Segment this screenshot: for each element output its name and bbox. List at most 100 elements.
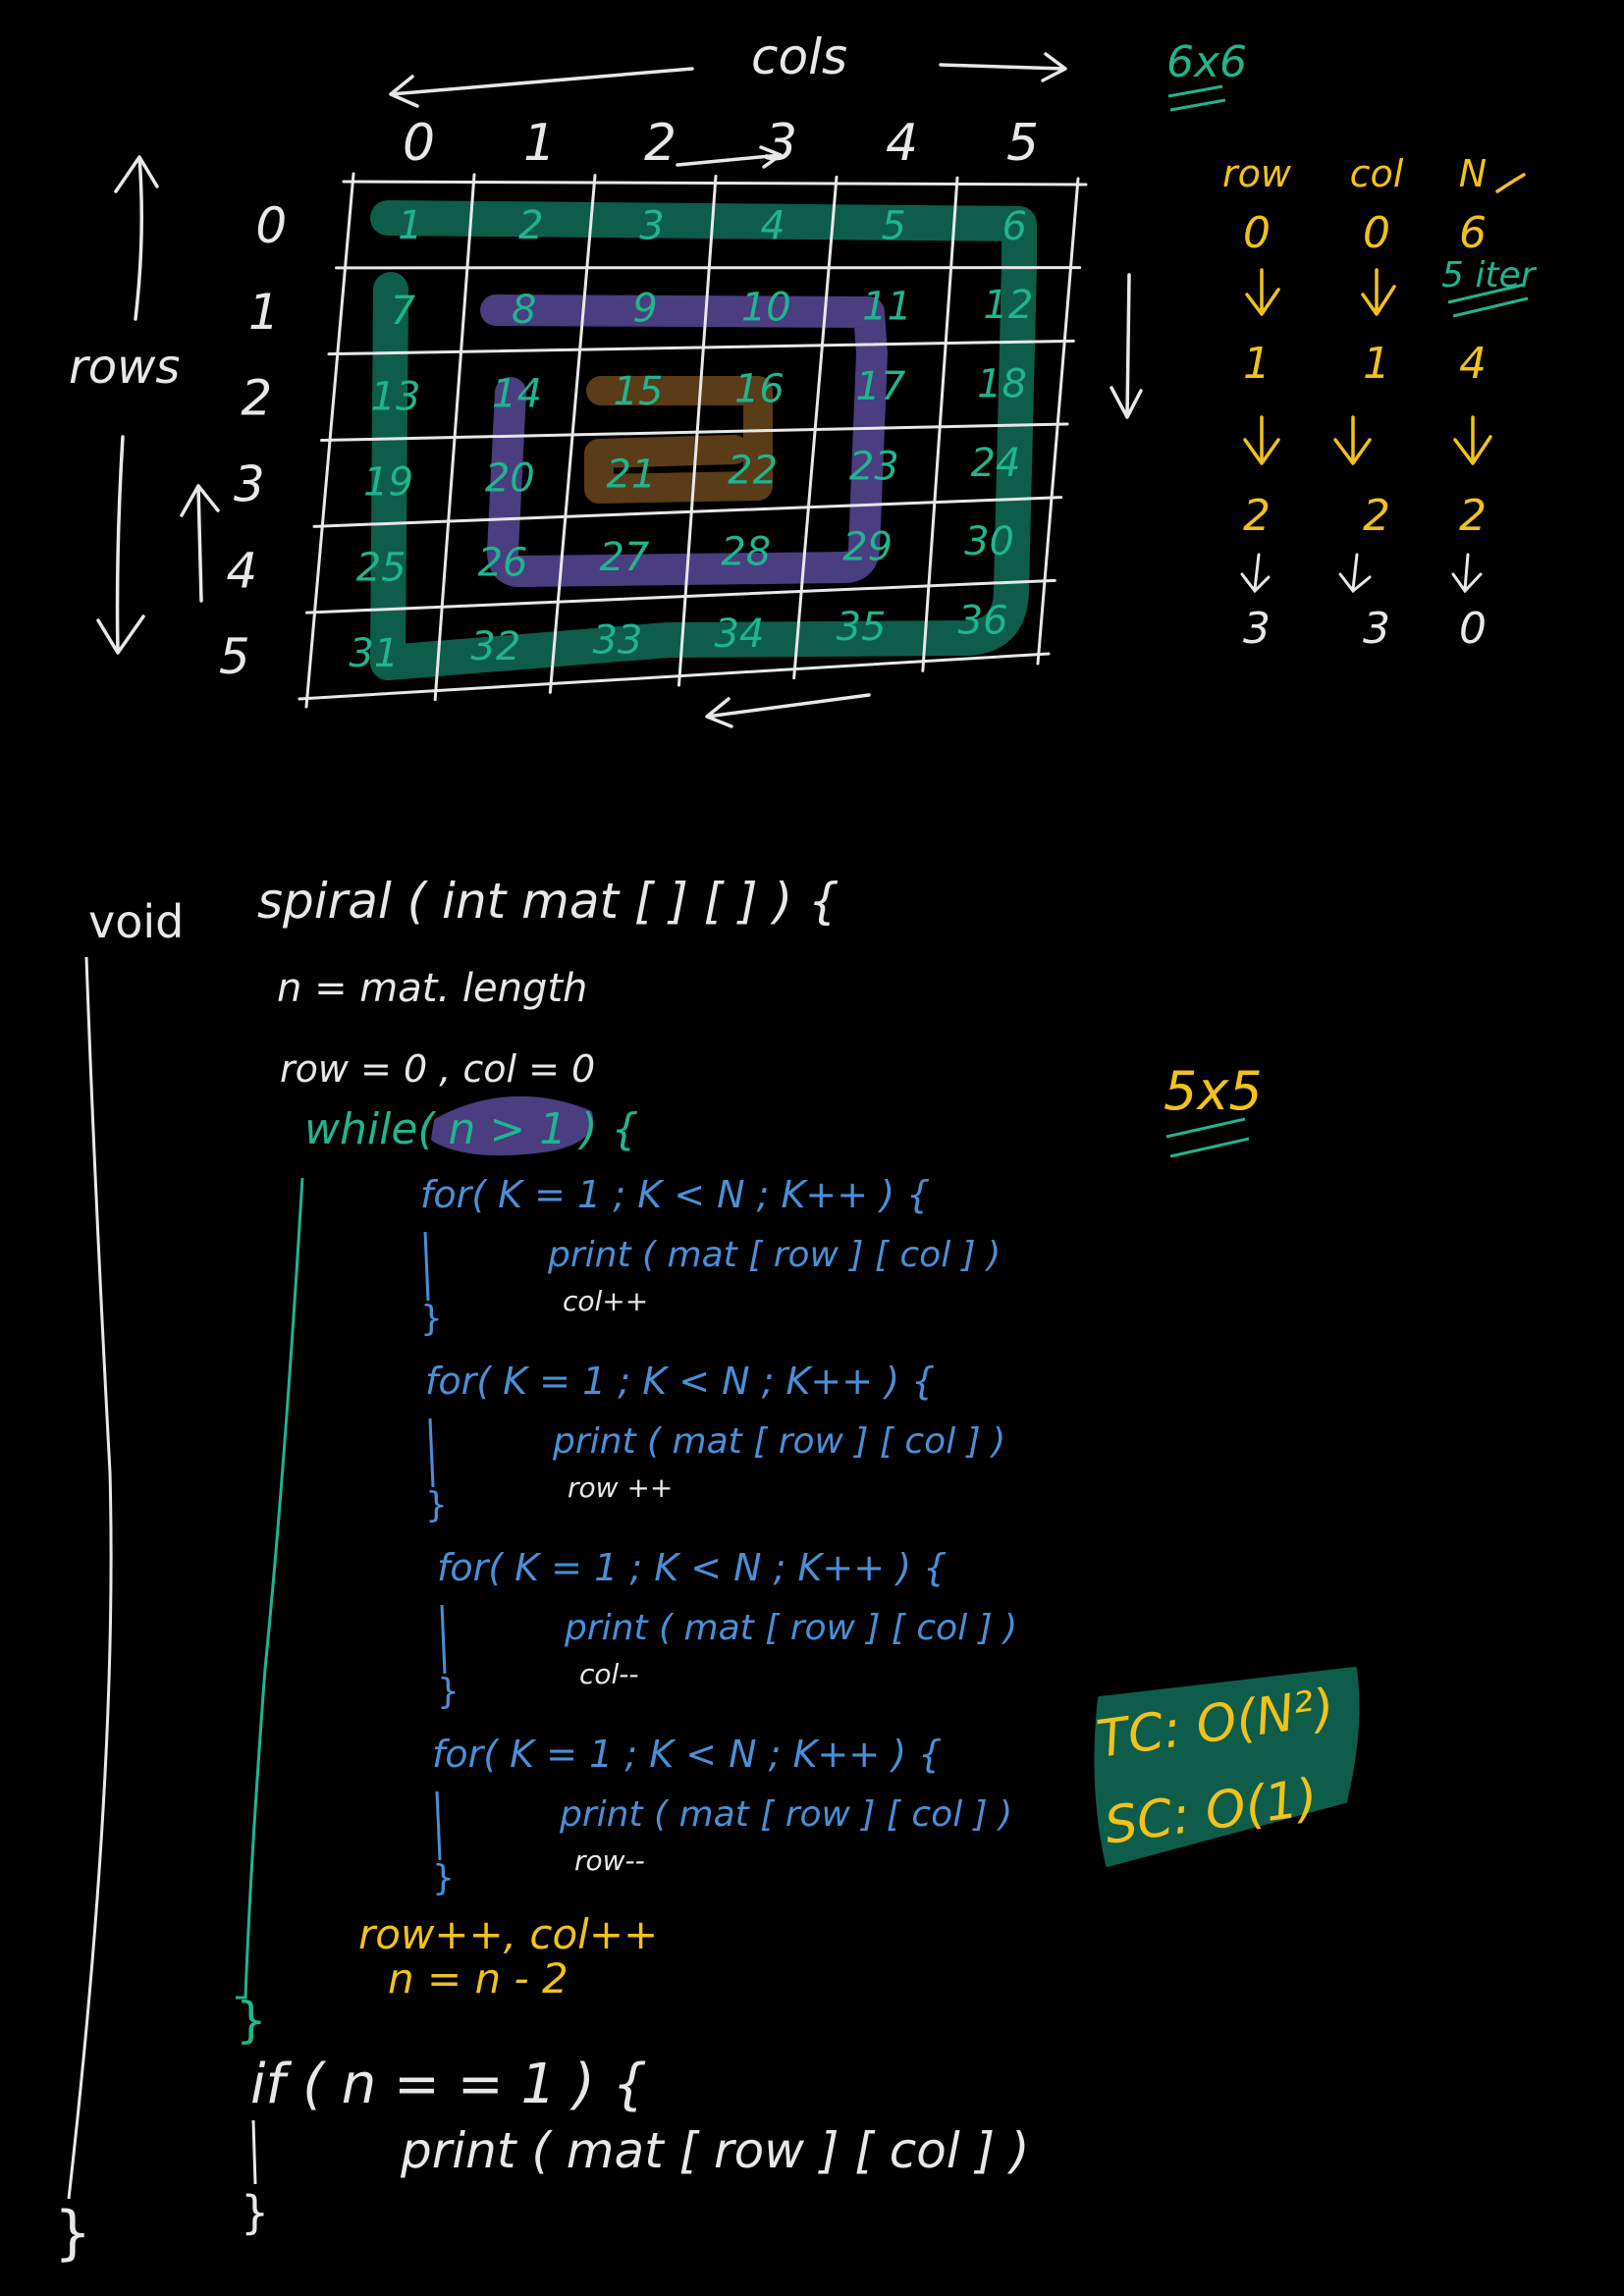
for-print: print ( mat [ row ] [ col ] ): [552, 1421, 1005, 1462]
grid-row-line: [327, 339, 1075, 356]
row-header: 2: [241, 370, 272, 427]
matrix-cell: 7: [391, 289, 416, 334]
column-header: 4: [886, 114, 918, 173]
code-block: void spiral ( int mat [ ] [ ] ) { n = ma…: [54, 873, 1030, 2268]
grid-arrows: [96, 52, 1143, 728]
matrix-cell: 36: [958, 598, 1008, 643]
matrix-cell: 5: [881, 204, 905, 249]
matrix-cell: 17: [855, 364, 905, 409]
trace-cell: 2: [1243, 491, 1271, 541]
for-close: }: [437, 1672, 460, 1712]
code-if-close: }: [241, 2186, 269, 2239]
grid-col-line: [792, 175, 839, 680]
for-step: row--: [574, 1844, 645, 1877]
row-header: 1: [248, 284, 280, 341]
cols-right-arrow: [939, 52, 1067, 82]
trace-cell: 0: [1243, 208, 1271, 258]
grid-row-line: [320, 422, 1069, 442]
matrix-grid: [298, 172, 1088, 709]
trace-arrows: [1243, 173, 1526, 465]
row-headers: 0 1 2 3 4 5: [219, 197, 287, 685]
if-scope-line: [251, 2119, 257, 2185]
rows-down-arrow: [96, 435, 145, 655]
for-loop: for( K = 1 ; K < N ; K++ ) {print ( mat …: [432, 1733, 1012, 1898]
trace-table: row col N 0 0 6 1 1 4 2 2 2 3 3 0: [1222, 152, 1487, 654]
iter-underline: [1447, 283, 1529, 318]
column-header: 1: [523, 114, 556, 173]
complexity-highlight: [1094, 1667, 1360, 1867]
for-step: col--: [579, 1658, 639, 1690]
trace-cell: 4: [1459, 339, 1487, 389]
matrix-cell: 21: [606, 453, 656, 498]
grid-col-line: [921, 176, 959, 672]
size-5x5-underline: [1165, 1117, 1250, 1158]
row-header: 4: [226, 542, 257, 599]
inner-spiral-path: [584, 376, 773, 504]
trace-cell: 1: [1243, 339, 1271, 389]
matrix-cell: 14: [492, 372, 542, 417]
matrix-cell: 9: [632, 287, 657, 332]
bottom-left-arrow: [705, 693, 871, 728]
matrix-cell: 33: [592, 617, 642, 663]
size-5x5-label: 5x5: [1164, 1060, 1263, 1122]
code-line-if: if ( n = = 1 ) {: [250, 2053, 647, 2116]
cols-left-arrow: [389, 67, 694, 108]
matrix-cell: 2: [518, 203, 543, 248]
matrix-cell: 23: [849, 445, 899, 490]
trace-cell: 1: [1363, 339, 1390, 389]
small-up-arrow: [180, 484, 220, 603]
column-header: 5: [1006, 114, 1039, 173]
for-scope-line: [435, 1790, 442, 1861]
column-header: 0: [403, 114, 435, 173]
for-scope-line: [440, 1604, 447, 1675]
matrix-cell: 15: [614, 369, 664, 414]
while-scope-line: [236, 1177, 304, 2000]
code-print-center: print ( mat [ row ] [ col ] ): [400, 2122, 1030, 2179]
matrix-cell: 27: [599, 535, 649, 580]
for-header: for( K = 1 ; K < N ; K++ ) {: [425, 1360, 935, 1403]
matrix-cell: 8: [512, 288, 536, 333]
grid-row-line: [298, 652, 1051, 701]
matrix-cell: 1: [398, 203, 422, 248]
matrix-cell: 10: [741, 286, 791, 331]
matrix-cell: 30: [964, 519, 1014, 564]
for-close: }: [420, 1299, 443, 1339]
for-print: print ( mat [ row ] [ col ] ): [547, 1235, 1001, 1275]
matrix-cell: 13: [371, 374, 421, 419]
code-line-rowcol: row = 0 , col = 0: [280, 1047, 595, 1091]
for-header: for( K = 1 ; K < N ; K++ ) {: [437, 1546, 947, 1589]
matrix-cell: 3: [639, 203, 664, 248]
cols-label: cols: [751, 28, 847, 85]
trace-cell: 0: [1363, 208, 1390, 258]
matrix-cell: 24: [971, 441, 1021, 486]
for-close: }: [432, 1858, 455, 1898]
matrix-cell: 25: [356, 546, 406, 591]
trace-cell: 2: [1459, 491, 1487, 541]
while-condition-highlight: [431, 1095, 594, 1156]
matrix-cell: 31: [349, 631, 399, 676]
matrix-cell: 28: [721, 530, 771, 575]
matrix-cell: 18: [977, 361, 1027, 406]
matrix-cell: 29: [842, 524, 893, 569]
trace-header: row: [1222, 152, 1292, 195]
code-void: void: [88, 895, 184, 948]
rows-up-arrow: [114, 155, 159, 321]
grid-row-line: [305, 578, 1056, 614]
matrix-cell: 22: [728, 449, 778, 494]
matrix-cell: 26: [478, 540, 528, 585]
code-while-close: }: [236, 1992, 267, 2049]
for-close: }: [425, 1485, 448, 1525]
column-header: 2: [644, 114, 677, 173]
for-loop: for( K = 1 ; K < N ; K++ ) {print ( mat …: [437, 1546, 1017, 1712]
for-loop: for( K = 1 ; K < N ; K++ ) {print ( mat …: [420, 1173, 1001, 1339]
trace-arrows-white: [1240, 553, 1483, 594]
row-header: 0: [255, 197, 287, 254]
for-step: row ++: [568, 1471, 673, 1504]
for-header: for( K = 1 ; K < N ; K++ ) {: [432, 1733, 942, 1776]
matrix-cell: 19: [363, 459, 413, 505]
for-scope-line: [423, 1231, 430, 1302]
trace-cell: 6: [1459, 208, 1487, 258]
